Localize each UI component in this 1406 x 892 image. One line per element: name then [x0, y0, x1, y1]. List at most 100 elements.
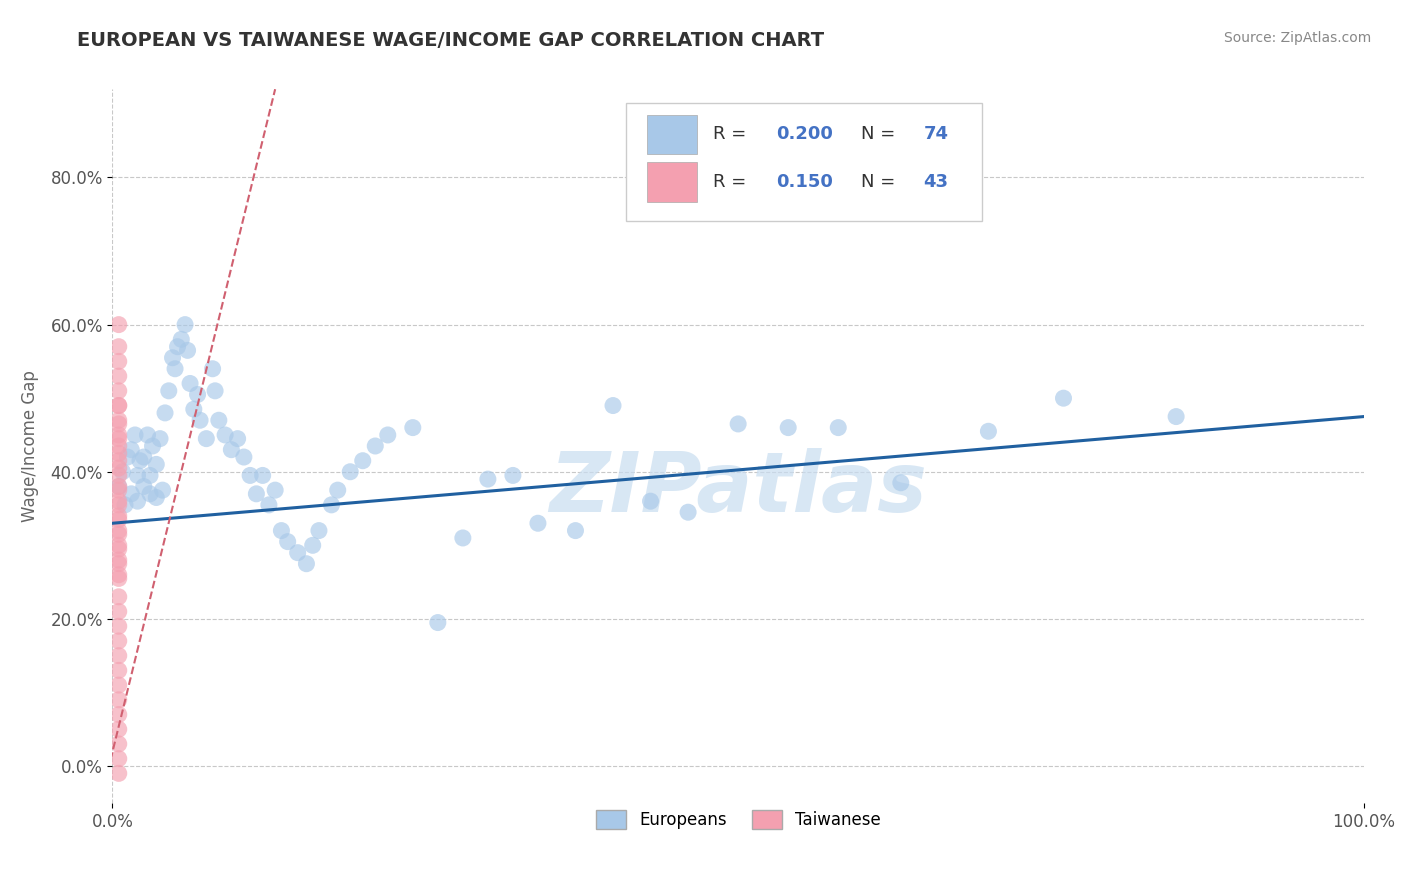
Point — [176, 343, 198, 358]
Point — [107, 571, 129, 585]
Point — [339, 465, 361, 479]
Point — [890, 475, 912, 490]
Point — [326, 483, 349, 497]
Point — [174, 318, 197, 332]
Point — [308, 524, 330, 538]
Point — [502, 468, 524, 483]
Point — [107, 557, 129, 571]
FancyBboxPatch shape — [647, 162, 697, 202]
Point — [117, 450, 139, 464]
Point — [827, 420, 849, 434]
Point — [107, 567, 129, 582]
Point — [107, 737, 129, 751]
Text: 0.200: 0.200 — [776, 125, 832, 143]
FancyBboxPatch shape — [626, 103, 983, 221]
Point — [451, 531, 474, 545]
Point — [107, 432, 129, 446]
Point — [107, 417, 129, 431]
Point — [163, 361, 186, 376]
Point — [270, 524, 292, 538]
Point — [107, 524, 129, 538]
Point — [145, 458, 167, 472]
Point — [149, 432, 172, 446]
Text: R =: R = — [713, 173, 752, 191]
Point — [204, 384, 226, 398]
Point — [129, 453, 152, 467]
Point — [107, 453, 129, 467]
Point — [107, 399, 129, 413]
Point — [166, 340, 188, 354]
Point — [426, 615, 449, 630]
Text: 0.150: 0.150 — [776, 173, 832, 191]
Point — [778, 420, 800, 434]
Point — [602, 399, 624, 413]
Point — [208, 413, 231, 427]
Point — [107, 538, 129, 552]
Legend: Europeans, Taiwanese: Europeans, Taiwanese — [588, 801, 889, 838]
Point — [153, 406, 176, 420]
Point — [295, 557, 318, 571]
Text: 74: 74 — [924, 125, 949, 143]
Point — [301, 538, 323, 552]
Point — [264, 483, 287, 497]
Point — [257, 498, 280, 512]
Point — [107, 752, 129, 766]
Point — [107, 354, 129, 368]
Point — [132, 479, 155, 493]
Point — [195, 432, 218, 446]
Point — [107, 498, 129, 512]
Point — [132, 450, 155, 464]
Point — [377, 428, 399, 442]
Y-axis label: Wage/Income Gap: Wage/Income Gap — [21, 370, 39, 522]
Point — [187, 387, 209, 401]
Point — [287, 546, 309, 560]
Point — [239, 468, 262, 483]
Point — [201, 361, 224, 376]
Point — [107, 723, 129, 737]
Point — [107, 508, 129, 523]
Point — [107, 479, 129, 493]
FancyBboxPatch shape — [647, 114, 697, 153]
Point — [170, 332, 193, 346]
Text: R =: R = — [713, 125, 752, 143]
Text: 43: 43 — [924, 173, 949, 191]
Point — [352, 453, 374, 467]
Point — [564, 524, 586, 538]
Point — [139, 487, 162, 501]
Point — [183, 402, 205, 417]
Point — [107, 399, 129, 413]
Text: N =: N = — [860, 173, 901, 191]
Point — [321, 498, 343, 512]
Point — [107, 461, 129, 475]
Point — [226, 432, 249, 446]
Point — [107, 619, 129, 633]
Text: ZIPatlas: ZIPatlas — [550, 449, 927, 529]
Point — [136, 428, 159, 442]
Point — [107, 605, 129, 619]
Text: Source: ZipAtlas.com: Source: ZipAtlas.com — [1223, 31, 1371, 45]
Point — [107, 439, 129, 453]
Point — [402, 420, 425, 434]
Point — [107, 766, 129, 780]
Point — [727, 417, 749, 431]
Point — [127, 468, 149, 483]
Point — [252, 468, 274, 483]
Point — [107, 648, 129, 663]
Point — [107, 693, 129, 707]
Point — [107, 553, 129, 567]
Point — [676, 505, 699, 519]
Point — [152, 483, 174, 497]
Point — [232, 450, 254, 464]
Point — [107, 483, 129, 497]
Point — [124, 428, 146, 442]
Point — [107, 541, 129, 556]
Point — [111, 465, 134, 479]
Point — [107, 634, 129, 648]
Point — [120, 442, 142, 457]
Point — [141, 439, 163, 453]
Point — [477, 472, 499, 486]
Text: EUROPEAN VS TAIWANESE WAGE/INCOME GAP CORRELATION CHART: EUROPEAN VS TAIWANESE WAGE/INCOME GAP CO… — [77, 31, 824, 50]
Point — [107, 512, 129, 526]
Point — [277, 534, 299, 549]
Point — [107, 678, 129, 692]
